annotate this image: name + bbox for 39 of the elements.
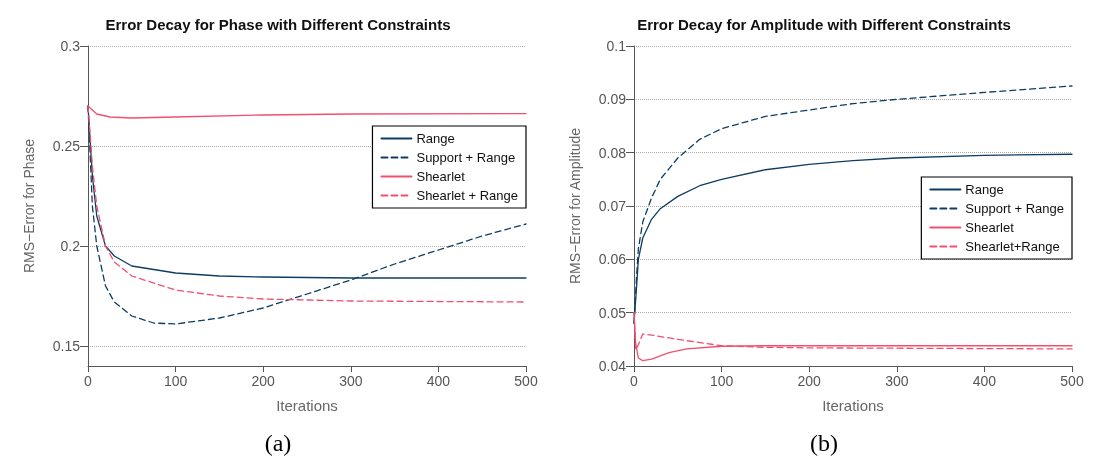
x-tick-label: 500 (1060, 373, 1084, 389)
y-tick-label: 0.1 (606, 38, 627, 54)
text: (a) (263, 430, 293, 457)
legend-label: Shearlet (965, 220, 1015, 235)
x-axis-title: Iterations (822, 397, 884, 414)
legend-label: Range (965, 182, 1004, 197)
y-tick-label: 0.25 (52, 138, 81, 154)
legend-label: Shearlet (416, 169, 466, 184)
x-tick-label: 500 (514, 373, 538, 389)
text: (b) (809, 430, 839, 457)
y-tick-label: 0.04 (598, 358, 627, 374)
y-axis-title: RMS−Error for Phase (21, 138, 37, 274)
x-tick-label: 100 (709, 373, 734, 389)
x-tick-label: 100 (163, 373, 188, 389)
x-tick-label: 300 (885, 373, 909, 389)
y-tick-label: 0.09 (598, 91, 627, 108)
y-tick-label: 0.07 (598, 198, 627, 214)
x-tick-label: 0 (630, 373, 639, 389)
x-tick-label: 300 (339, 373, 363, 389)
legend-label: Shearlet + Range (416, 188, 518, 203)
x-tick-label: 0 (84, 373, 93, 389)
legend-label: Shearlet+Range (965, 239, 1060, 254)
x-tick-label: 200 (251, 373, 276, 389)
y-axis-title: RMS−Error for Amplitude (567, 127, 583, 284)
y-tick-label: 0.06 (598, 251, 627, 268)
y-tick-label: 0.2 (60, 238, 81, 254)
x-tick-label: 400 (972, 373, 997, 389)
legend-label: Range (416, 131, 455, 146)
x-axis-title: Iterations (276, 397, 338, 414)
y-tick-label: 0.15 (52, 338, 81, 354)
legend-label: Support + Range (965, 201, 1064, 216)
x-tick-label: 200 (797, 373, 822, 389)
y-tick-label: 0.08 (598, 144, 627, 161)
x-tick-label: 400 (426, 373, 451, 389)
chart-title: Error Decay for Amplitude with Different Constraints (637, 16, 1011, 33)
chart-title: Error Decay for Phase with Different Constraints (105, 16, 451, 33)
y-tick-label: 0.05 (598, 304, 627, 321)
legend-label: Support + Range (416, 150, 516, 165)
y-tick-label: 0.3 (60, 38, 81, 54)
